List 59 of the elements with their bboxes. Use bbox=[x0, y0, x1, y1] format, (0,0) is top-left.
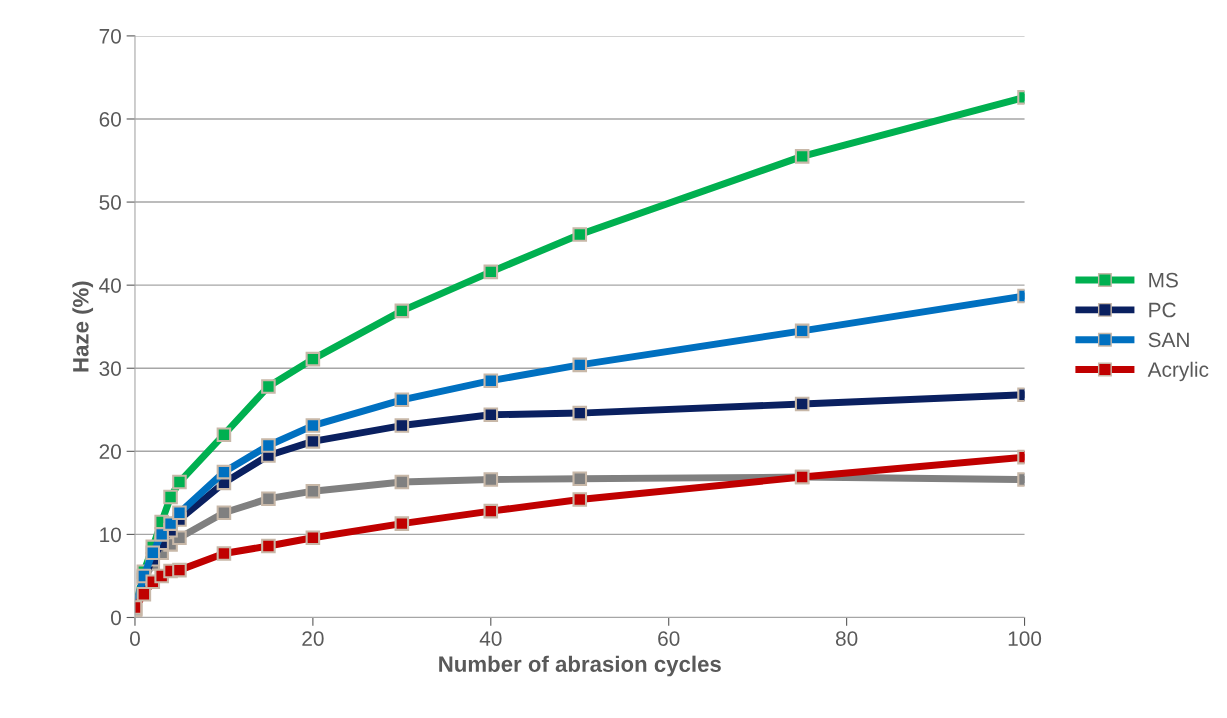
x-tick-label: 40 bbox=[479, 631, 502, 646]
y-tick-label: 20 bbox=[99, 444, 121, 460]
y-tick-label: 70 bbox=[99, 28, 121, 44]
point bbox=[172, 505, 187, 521]
point bbox=[394, 392, 410, 408]
point bbox=[483, 503, 499, 519]
point bbox=[216, 505, 232, 521]
point bbox=[305, 351, 321, 367]
point bbox=[305, 434, 321, 449]
point bbox=[572, 471, 588, 487]
legend-label: SAN bbox=[1148, 332, 1189, 348]
y-tick-label: 40 bbox=[99, 278, 121, 293]
point bbox=[163, 516, 178, 531]
x-axis-title: Number of abrasion cycles bbox=[439, 655, 721, 677]
point bbox=[572, 492, 588, 507]
point bbox=[163, 489, 178, 505]
point bbox=[305, 483, 321, 499]
point bbox=[261, 491, 276, 506]
point bbox=[261, 438, 276, 453]
x-tick-label: 80 bbox=[835, 631, 858, 646]
legend-label: PC bbox=[1149, 302, 1176, 318]
point bbox=[145, 545, 161, 560]
point bbox=[483, 264, 499, 280]
point bbox=[172, 474, 187, 490]
point bbox=[216, 546, 232, 561]
point bbox=[172, 562, 187, 578]
point bbox=[794, 323, 810, 339]
y-tick-label: 60 bbox=[99, 111, 121, 127]
point bbox=[794, 149, 810, 164]
legend-label: Acrylic bbox=[1147, 361, 1209, 382]
point bbox=[394, 516, 410, 531]
point bbox=[572, 227, 588, 242]
point bbox=[305, 418, 321, 433]
point bbox=[794, 396, 810, 412]
point bbox=[305, 530, 321, 546]
point bbox=[261, 538, 276, 554]
point bbox=[572, 405, 588, 421]
point bbox=[394, 474, 410, 490]
x-tick-label: 0 bbox=[129, 631, 140, 646]
x-tick-label: 20 bbox=[302, 631, 324, 646]
point bbox=[483, 472, 499, 487]
x-tick-label: 100 bbox=[1008, 631, 1042, 646]
y-axis-title: Haze (%) bbox=[72, 281, 94, 372]
point bbox=[483, 373, 499, 388]
point bbox=[136, 586, 152, 602]
point bbox=[572, 357, 588, 373]
point bbox=[154, 527, 169, 542]
x-tick-label: 60 bbox=[658, 631, 680, 646]
y-tick-label: 10 bbox=[100, 527, 121, 543]
y-tick-label: 50 bbox=[99, 195, 121, 210]
y-tick-label: 0 bbox=[111, 610, 121, 626]
point bbox=[394, 418, 410, 433]
y-tick-label: 30 bbox=[99, 361, 121, 376]
point bbox=[216, 464, 232, 480]
point bbox=[261, 379, 276, 394]
legend-label: MS bbox=[1149, 272, 1178, 288]
point bbox=[483, 407, 499, 423]
point bbox=[216, 427, 232, 442]
point bbox=[394, 303, 410, 319]
